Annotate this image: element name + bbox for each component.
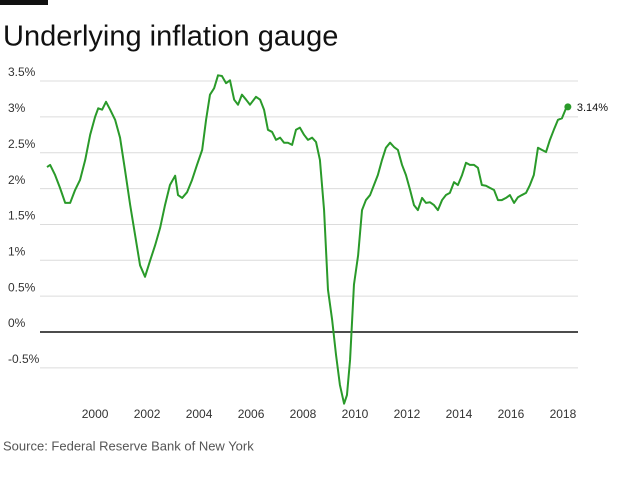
x-tick-label: 2000 — [82, 407, 109, 421]
x-tick-label: 2002 — [134, 407, 161, 421]
end-dot — [564, 103, 572, 111]
line — [46, 74, 569, 405]
y-tick-label: 1% — [8, 244, 26, 258]
y-tick-label: 3% — [8, 101, 26, 115]
y-tick-label: 1.5% — [8, 209, 36, 223]
x-tick-label: 2016 — [498, 407, 525, 421]
y-tick-label: 0.5% — [8, 280, 36, 294]
y-tick-label: 2.5% — [8, 137, 36, 151]
x-tick-label: 2008 — [290, 407, 317, 421]
chart-title: Underlying inflation gauge — [3, 21, 338, 53]
x-tick-label: 2014 — [446, 407, 473, 421]
brand-bar — [0, 0, 48, 5]
x-tick-label: 2004 — [186, 407, 213, 421]
y-tick-label: 2% — [8, 173, 26, 187]
end-label: 3.14% — [577, 102, 608, 114]
x-tick-label: 2006 — [238, 407, 265, 421]
y-tick-label: 3.5% — [8, 65, 36, 79]
x-tick-label: 2010 — [342, 407, 369, 421]
y-tick-label: -0.5% — [8, 352, 40, 366]
x-tick-label: 2018 — [550, 407, 577, 421]
x-tick-label: 2012 — [394, 407, 421, 421]
source: Source: Federal Reserve Bank of New York — [3, 438, 254, 453]
y-tick-label: 0% — [8, 316, 26, 330]
